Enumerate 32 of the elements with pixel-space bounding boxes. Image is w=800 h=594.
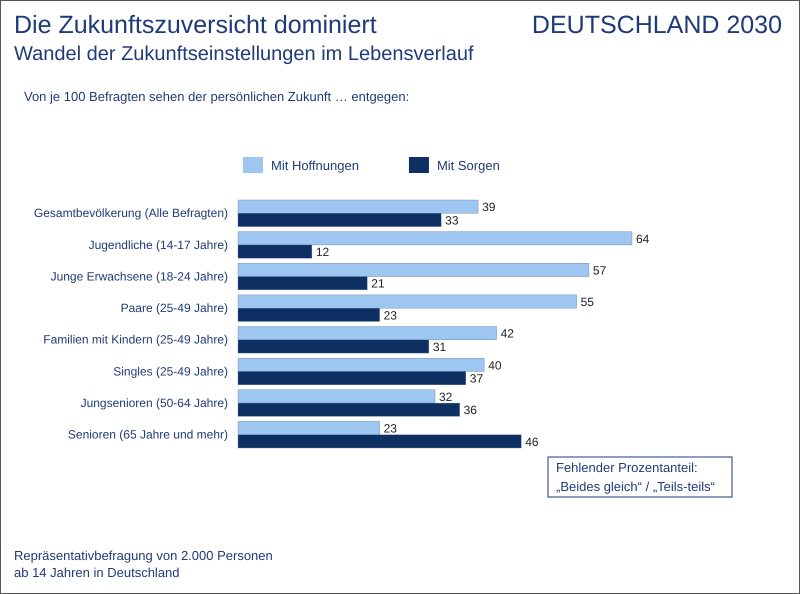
data-label: 37 [470,372,484,386]
data-label: 46 [525,434,539,449]
data-label: 12 [316,245,330,260]
y-tick-label: Jugendliche (14-17 Jahre) [88,238,228,252]
data-label: 33 [445,213,459,228]
data-label: 42 [500,326,514,341]
chart-title: Die Zukunftszuversicht dominiert [14,11,377,39]
y-tick-label: Junge Erwachsene (18-24 Jahre) [50,269,228,284]
data-label: 23 [384,308,398,322]
data-label: 21 [371,276,385,291]
y-tick-label: Familien mit Kindern (25-49 Jahre) [43,332,228,347]
data-label: 39 [482,200,496,214]
y-tick-label: Senioren (65 Jahre und mehr) [68,428,228,442]
text: DEUTSCHLAND 2030 [532,11,782,39]
data-label: 31 [432,340,447,354]
y-tick-label: Gesamtbevölkerung (Alle Befragten) [34,206,228,220]
data-label: 36 [464,403,478,418]
data-label: 55 [580,295,594,310]
data-label: 32 [439,390,453,404]
data-label: 64 [636,232,650,246]
data-label: 40 [488,358,502,372]
y-tick-label: Paare (25-49 Jahre) [120,301,228,316]
y-tick-label: Singles (25-49 Jahre) [113,364,228,378]
y-tick-label: Jungsenioren (50-64 Jahre) [80,396,228,410]
legend-label: Mit Sorgen [436,158,500,173]
chart-subtitle: Wandel der Zukunftseinstellungen im Lebensverlauf [14,43,474,65]
legend-label: Mit Hoffnungen [271,158,359,173]
text: Fehlender Prozentanteil: „Beides gleich“ / „Teils-teils“ [556,460,715,494]
text: Von je 100 Befragten sehen der persönlichen Zukunft … entgegen: [24,89,410,104]
data-label: 23 [384,422,398,436]
text: Repräsentativbefragung von 2.000 Personen ab 14 Jahren in Deutschland [14,548,273,580]
data-label: 57 [592,263,607,278]
